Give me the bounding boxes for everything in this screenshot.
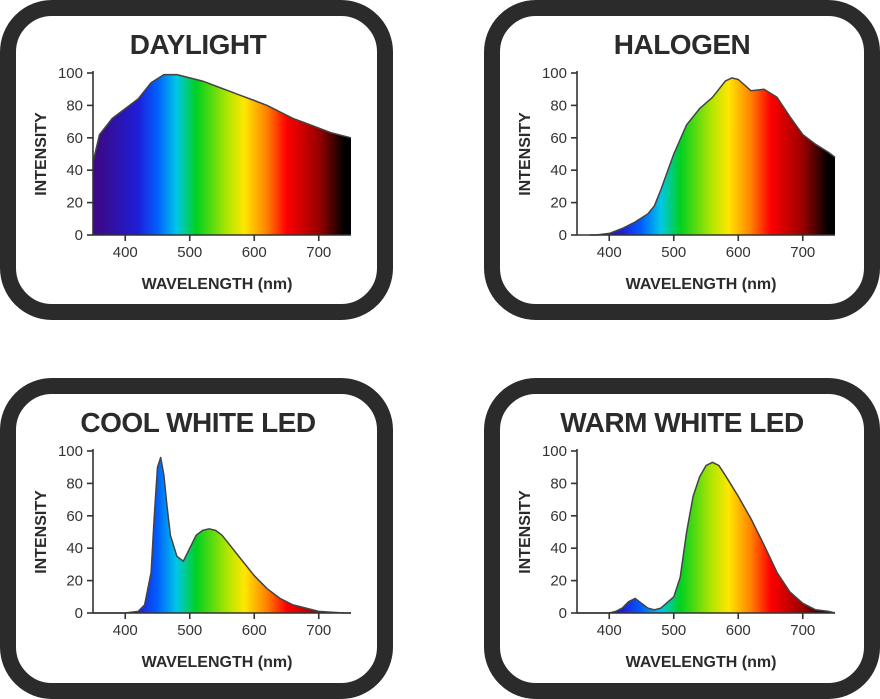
halogen-y-tick-label: 40 <box>550 162 567 179</box>
cool-white-led-y-axis-label: INTENSITY <box>33 490 50 574</box>
halogen-x-axis-label: WAVELENGTH (nm) <box>626 276 777 293</box>
daylight-x-tick-label: 600 <box>242 244 267 261</box>
daylight-chart-panel: DAYLIGHT 0 20 40 60 80 100 400 500 600 700 WAVELENG… <box>0 0 393 320</box>
halogen-y-axis-label: INTENSITY <box>517 112 534 196</box>
warm-white-led-y-tick-label: 60 <box>550 508 567 525</box>
halogen-y-tick-label: 0 <box>559 227 567 244</box>
daylight-y-tick-label: 100 <box>58 65 83 82</box>
daylight-y-axis-label: INTENSITY <box>33 112 50 196</box>
cool-white-led-x-tick-label: 400 <box>113 622 138 639</box>
warm-white-led-chart: WARM WHITE LED 0 20 40 60 80 100 400 500 600 700 WA… <box>517 407 836 671</box>
daylight-y-tick-label: 0 <box>75 227 83 244</box>
warm-white-led-x-tick-label: 600 <box>726 622 751 639</box>
warm-white-led-y-tick-label: 20 <box>550 573 567 590</box>
warm-white-led-y-axis-label: INTENSITY <box>517 490 534 574</box>
warm-white-led-title: WARM WHITE LED <box>560 407 804 438</box>
daylight-spectrum-area <box>93 74 351 235</box>
warm-white-led-spectrum-area <box>577 462 835 613</box>
warm-white-led-y-tick-label: 40 <box>550 540 567 557</box>
halogen-title: HALOGEN <box>614 29 751 60</box>
warm-white-led-x-tick-label: 400 <box>597 622 622 639</box>
daylight-chart: DAYLIGHT 0 20 40 60 80 100 400 500 600 700 WAVELENG… <box>33 29 352 293</box>
halogen-y-tick-label: 80 <box>550 97 567 114</box>
daylight-x-tick-label: 400 <box>113 244 138 261</box>
halogen-x-tick-label: 700 <box>790 244 815 261</box>
cool-white-led-y-tick-label: 80 <box>66 475 83 492</box>
warm-white-led-x-tick-label: 700 <box>790 622 815 639</box>
cool-white-led-title: COOL WHITE LED <box>80 407 315 438</box>
cool-white-led-chart: COOL WHITE LED 0 20 40 60 80 100 400 500 600 700 WA… <box>33 407 351 671</box>
halogen-chart: HALOGEN 0 20 40 60 80 100 400 500 600 700 WAVELENGT… <box>517 29 836 293</box>
daylight-y-tick-label: 60 <box>66 130 83 147</box>
warm-white-led-y-tick-label: 0 <box>559 605 567 622</box>
warm-white-led-x-tick-label: 500 <box>661 622 686 639</box>
warm-white-led-x-axis-label: WAVELENGTH (nm) <box>626 654 777 671</box>
halogen-x-tick-label: 400 <box>597 244 622 261</box>
cool-white-led-spectrum-curve <box>93 456 351 614</box>
cool-white-led-x-tick-label: 500 <box>177 622 202 639</box>
halogen-spectrum-curve <box>589 77 836 236</box>
halogen-y-tick-label: 20 <box>550 195 567 212</box>
daylight-y-tick-label: 80 <box>66 97 83 114</box>
warm-white-led-spectrum-curve <box>577 461 836 614</box>
cool-white-led-y-tick-label: 100 <box>58 443 83 460</box>
warm-white-led-y-tick-label: 100 <box>542 443 567 460</box>
warm-white-led-chart-panel: WARM WHITE LED 0 20 40 60 80 100 400 500 600 700 WA… <box>484 378 880 699</box>
cool-white-led-x-tick-label: 700 <box>306 622 331 639</box>
cool-white-led-y-tick-label: 20 <box>66 573 83 590</box>
halogen-x-tick-label: 600 <box>726 244 751 261</box>
warm-white-led-y-tick-label: 80 <box>550 475 567 492</box>
halogen-chart-panel: HALOGEN 0 20 40 60 80 100 400 500 600 700 WAVELENGT… <box>484 0 880 320</box>
daylight-spectrum-curve <box>92 73 352 163</box>
cool-white-led-y-tick-label: 0 <box>75 605 83 622</box>
daylight-x-axis-label: WAVELENGTH (nm) <box>142 276 293 293</box>
cool-white-led-y-tick-label: 40 <box>66 540 83 557</box>
cool-white-led-y-tick-label: 60 <box>66 508 83 525</box>
daylight-title: DAYLIGHT <box>130 29 267 60</box>
cool-white-led-x-axis-label: WAVELENGTH (nm) <box>142 654 293 671</box>
halogen-y-tick-label: 60 <box>550 130 567 147</box>
daylight-x-tick-label: 700 <box>306 244 331 261</box>
halogen-spectrum-area <box>589 77 835 236</box>
halogen-y-tick-label: 100 <box>542 65 567 82</box>
halogen-x-tick-label: 500 <box>661 244 686 261</box>
cool-white-led-x-tick-label: 600 <box>242 622 267 639</box>
daylight-x-tick-label: 500 <box>177 244 202 261</box>
cool-white-led-chart-panel: COOL WHITE LED 0 20 40 60 80 100 400 500 600 700 WA… <box>0 378 393 699</box>
daylight-y-tick-label: 20 <box>66 195 83 212</box>
daylight-y-tick-label: 40 <box>66 162 83 179</box>
